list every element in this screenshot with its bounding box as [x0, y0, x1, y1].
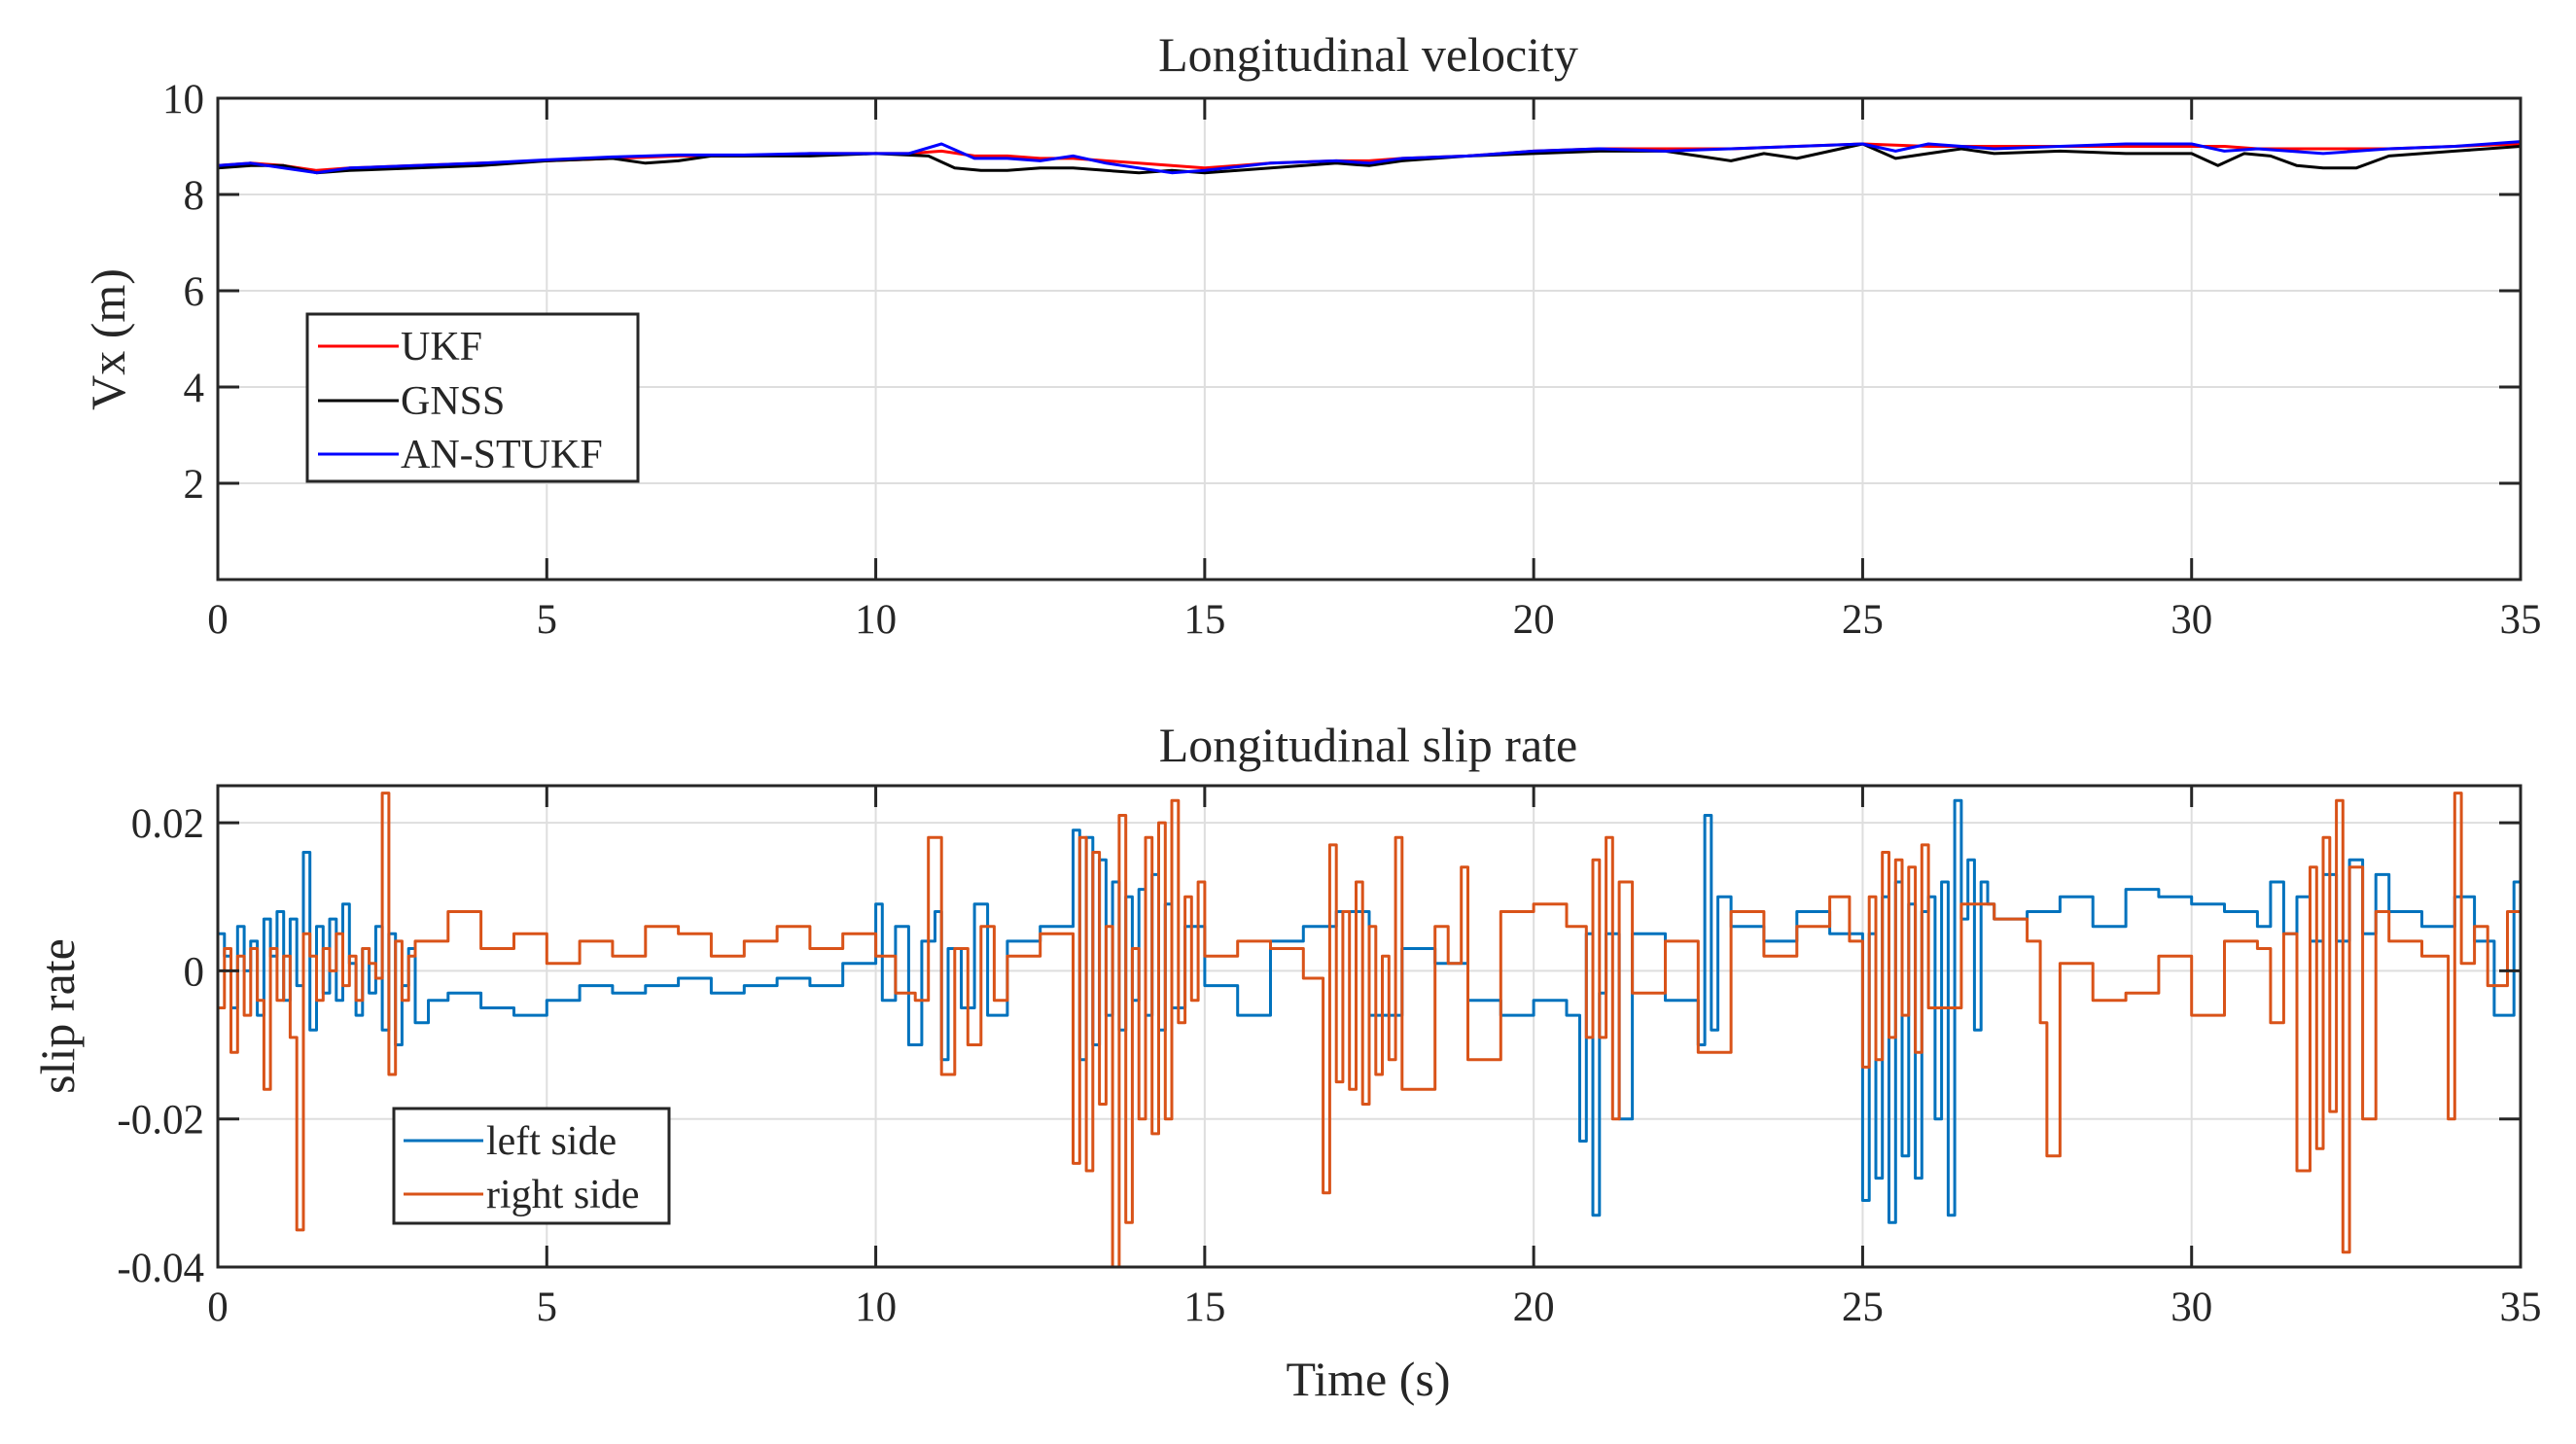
- velocity-x-tick-label: 20: [1513, 597, 1555, 643]
- slip-y-tick-label: -0.04: [117, 1246, 204, 1291]
- slip-x-tick-label: 30: [2170, 1285, 2212, 1330]
- velocity-y-tick-label: 8: [184, 173, 205, 219]
- series-an-stukf: [217, 140, 2522, 175]
- slip-y-tick-label: -0.02: [117, 1098, 204, 1144]
- velocity-x-tick-label: 5: [537, 597, 558, 643]
- legend-label-gnss: GNSS: [401, 379, 505, 424]
- velocity-x-tick-label: 30: [2170, 597, 2212, 643]
- slip-x-tick-label: 10: [855, 1285, 897, 1330]
- slip-x-tick-label: 20: [1513, 1285, 1555, 1330]
- slip-y-axis-label: slip rate: [30, 938, 85, 1094]
- velocity-axes-frame: [216, 96, 2523, 581]
- velocity-x-tick-label: 35: [2500, 597, 2542, 643]
- slip-legend-box: [392, 1107, 671, 1225]
- slip-title: Longitudinal slip rate: [1159, 718, 1577, 772]
- velocity-x-tick-label: 0: [207, 597, 229, 643]
- velocity-y-tick-label: 2: [184, 462, 205, 508]
- velocity-y-tick-label: 10: [162, 77, 204, 123]
- slip-series: [218, 792, 2523, 1269]
- legend-label-an-stukf: AN-STUKF: [401, 433, 603, 477]
- legend-label-right-side: right side: [486, 1173, 639, 1217]
- velocity-y-tick-label: 6: [184, 269, 205, 315]
- slip-x-tick-label: 0: [207, 1285, 229, 1330]
- velocity-panel: 0 5 10 15 20 25 30 35 2 4 6 8 10 Longitudinal veloci…: [81, 27, 2542, 643]
- velocity-ticks: 0 5 10 15 20 25 30 35 2 4 6 8 10: [162, 77, 2542, 643]
- legend-label-left-side: left side: [486, 1119, 617, 1164]
- slip-x-tick-label: 25: [1842, 1285, 1884, 1330]
- velocity-x-tick-label: 25: [1842, 597, 1884, 643]
- slip-y-tick-label: 0: [184, 949, 205, 995]
- velocity-y-tick-label: 4: [184, 366, 205, 411]
- slip-x-tick-label: 5: [537, 1285, 558, 1330]
- slip-legend: left side right side: [392, 1107, 671, 1225]
- slip-x-tick-label: 15: [1183, 1285, 1225, 1330]
- velocity-y-axis-label: Vx (m): [81, 268, 135, 410]
- slip-ticks: 0 5 10 15 20 25 30 35 -0.04 -0.02 0 0.02: [117, 786, 2542, 1330]
- velocity-x-tick-label: 15: [1183, 597, 1225, 643]
- series-gnss: [217, 142, 2522, 175]
- velocity-x-tick-label: 10: [855, 597, 897, 643]
- slip-axes-frame: [216, 784, 2523, 1269]
- velocity-series: [217, 140, 2522, 175]
- velocity-legend: UKF GNSS AN-STUKF: [305, 312, 640, 483]
- slip-x-axis-label: Time (s): [1286, 1352, 1450, 1406]
- legend-label-ukf: UKF: [401, 325, 482, 370]
- series-right-side: [218, 792, 2523, 1269]
- velocity-title: Longitudinal velocity: [1158, 27, 1578, 82]
- slip-rate-panel: 0 5 10 15 20 25 30 35 -0.04 -0.02 0 0.02 Longitudin…: [30, 718, 2542, 1406]
- slip-x-tick-label: 35: [2500, 1285, 2542, 1330]
- slip-y-tick-label: 0.02: [131, 801, 204, 847]
